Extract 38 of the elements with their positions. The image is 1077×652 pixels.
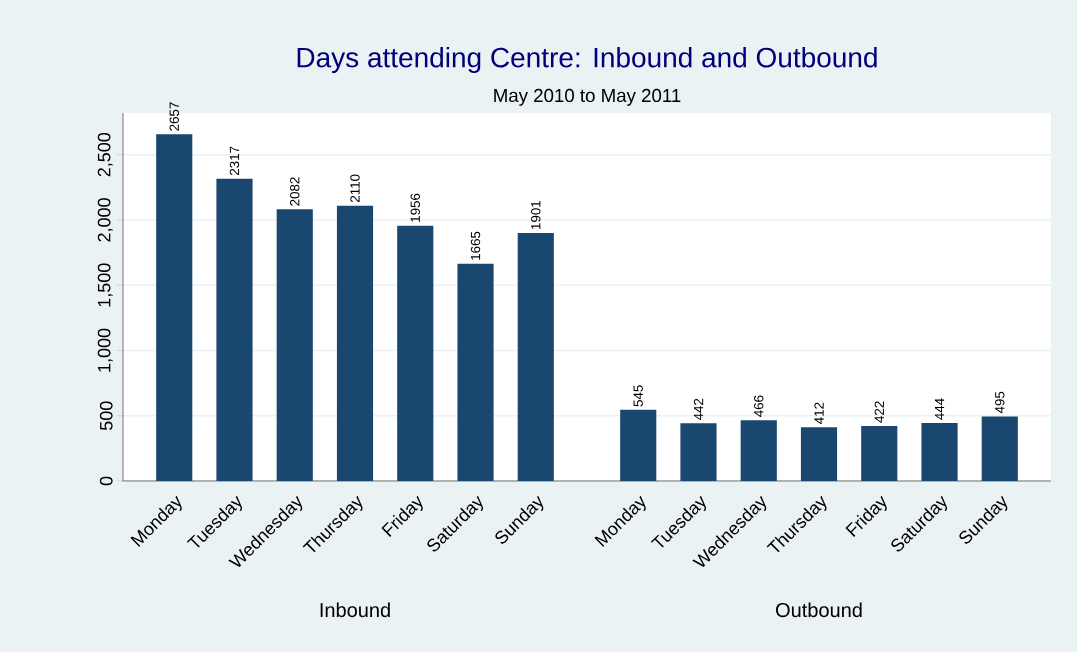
y-tick-label: 1,500	[97, 263, 113, 307]
data-label: 444	[934, 398, 945, 420]
bar	[740, 420, 777, 481]
data-label: 545	[633, 385, 643, 407]
bar	[156, 134, 193, 481]
bar	[620, 409, 657, 481]
bar	[981, 416, 1018, 481]
y-tick-label: 2,000	[97, 198, 113, 242]
bar	[276, 209, 313, 481]
data-label: 412	[814, 402, 824, 424]
data-label: 1665	[470, 231, 481, 260]
bar	[861, 425, 898, 481]
x-axis-title: Inbound	[320, 602, 390, 618]
y-tick-label: 500	[99, 401, 113, 431]
data-label: 495	[995, 391, 1005, 414]
bar	[517, 232, 554, 481]
data-label: 2657	[169, 102, 179, 131]
x-axis-title: Outbound	[776, 602, 862, 618]
bar	[336, 205, 374, 481]
y-tick-label: 0	[99, 476, 113, 486]
data-label: 2082	[290, 177, 300, 206]
data-label: 1901	[531, 200, 541, 229]
data-label: 422	[874, 401, 884, 423]
bar	[800, 427, 838, 481]
data-label: 442	[693, 398, 704, 421]
y-tick-label: 2,500	[97, 132, 113, 177]
bar	[921, 423, 958, 481]
data-label: 466	[754, 395, 764, 417]
chart-title: Days attending Centre: Inbound and Outbound	[297, 46, 877, 74]
data-label: 2110	[350, 174, 360, 203]
bar	[457, 263, 494, 481]
bar	[216, 178, 253, 481]
bar	[397, 225, 434, 481]
chart-subtitle: May 2010 to May 2011	[494, 88, 681, 106]
data-label: 1956	[410, 193, 420, 222]
data-label: 2317	[229, 146, 240, 176]
y-tick-label: 1,000	[97, 328, 113, 372]
bar	[680, 423, 717, 481]
